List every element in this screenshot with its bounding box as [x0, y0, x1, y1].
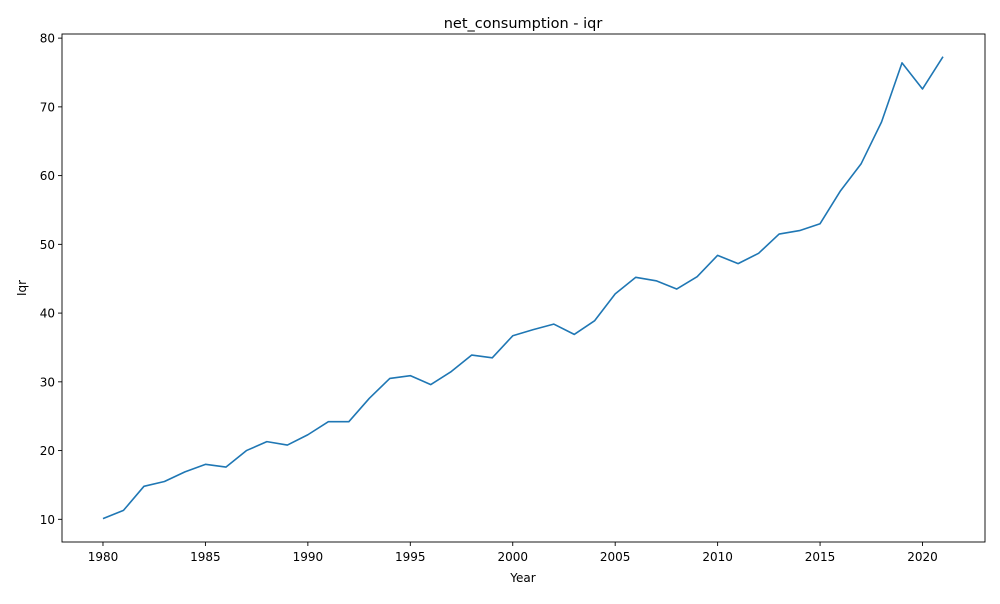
- y-axis-label: Iqr: [15, 280, 29, 296]
- y-tick-label: 10: [40, 513, 55, 527]
- y-tick-label: 30: [40, 375, 55, 389]
- x-axis-ticks: 1980 1985 1990 1995 2000 2005 2010 2015 2020: [88, 542, 938, 564]
- x-tick-label: 2000: [497, 550, 528, 564]
- series-line: [102, 56, 944, 520]
- x-tick-label: 1985: [190, 550, 221, 564]
- plot-area-frame: [61, 33, 986, 543]
- x-axis-label: Year: [509, 571, 535, 585]
- x-tick-label: 2010: [702, 550, 733, 564]
- x-tick-label: 2020: [907, 550, 938, 564]
- y-tick-label: 20: [40, 444, 55, 458]
- y-axis-ticks: 10 20 30 40 50 60 70 80: [40, 32, 62, 527]
- x-tick-label: 1980: [88, 550, 119, 564]
- x-tick-label: 1990: [293, 550, 324, 564]
- y-tick-label: 70: [40, 100, 55, 114]
- y-tick-label: 50: [40, 238, 55, 252]
- chart-title: net_consumption - iqr: [444, 16, 603, 32]
- x-tick-label: 1995: [395, 550, 426, 564]
- x-tick-label: 2015: [805, 550, 836, 564]
- y-tick-label: 40: [40, 307, 55, 321]
- y-tick-label: 60: [40, 169, 55, 183]
- y-tick-label: 80: [40, 32, 55, 46]
- x-tick-label: 2005: [600, 550, 631, 564]
